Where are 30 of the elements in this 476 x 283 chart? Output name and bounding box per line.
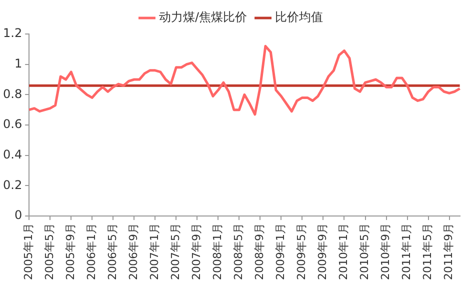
- x-tick-label: 2005年9月: [64, 223, 77, 280]
- y-tick-label: 0.2: [2, 178, 22, 192]
- x-tick-label: 2006年1月: [84, 223, 98, 280]
- x-tick-label: 2008年5月: [232, 223, 246, 280]
- legend-label: 动力煤/焦煤比价: [158, 10, 248, 24]
- x-tick-label: 2009年9月: [316, 223, 330, 280]
- x-tick-label: 2010年9月: [379, 223, 392, 280]
- x-tick-label: 2006年5月: [106, 223, 119, 280]
- x-tick-label: 2011年5月: [421, 223, 434, 280]
- x-tick-label: 2011年9月: [442, 223, 456, 280]
- y-tick-label: 0.8: [2, 86, 22, 101]
- x-tick-label: 2010年5月: [358, 223, 372, 280]
- y-tick-label: 0: [14, 208, 22, 222]
- x-tick-label: 2008年1月: [211, 223, 224, 280]
- x-tick-label: 2008年9月: [253, 223, 266, 280]
- y-tick-label: 1.2: [2, 26, 22, 40]
- legend-label: 比价均值: [275, 10, 324, 24]
- x-tick-label: 2009年1月: [274, 223, 288, 280]
- x-tick-label: 2007年9月: [190, 223, 204, 280]
- x-tick-label: 2010年1月: [337, 223, 350, 280]
- y-tick-label: 0.4: [2, 147, 22, 162]
- x-tick-label: 2011年1月: [400, 223, 414, 280]
- x-tick-label: 2009年5月: [295, 223, 308, 280]
- x-tick-label: 2005年1月: [22, 223, 35, 280]
- y-tick-label: 1: [14, 56, 22, 70]
- y-tick-label: 0.6: [2, 117, 22, 132]
- x-tick-label: 2007年1月: [148, 223, 162, 280]
- x-tick-label: 2005年5月: [42, 223, 56, 280]
- x-tick-label: 2007年5月: [169, 223, 182, 280]
- x-tick-label: 2006年9月: [126, 223, 140, 280]
